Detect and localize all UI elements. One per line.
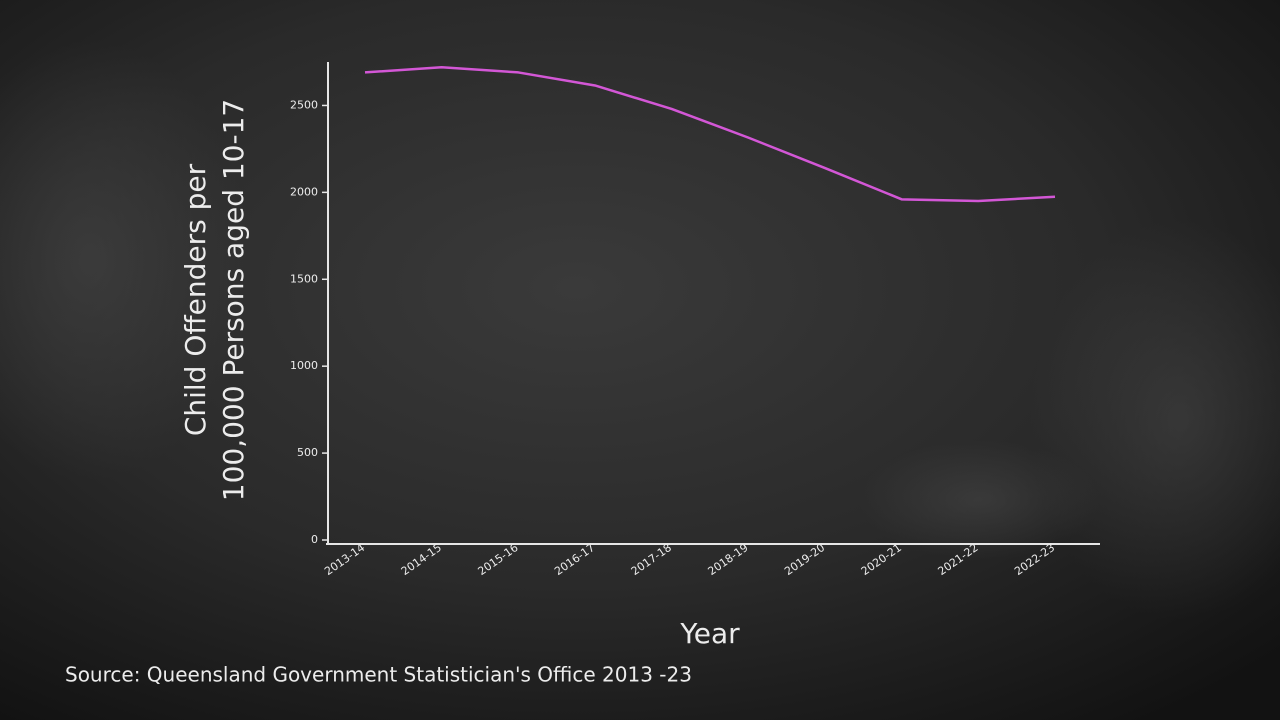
y-tick-label: 1500 — [290, 272, 318, 285]
y-axis-title: Child Offenders per 100,000 Persons aged… — [179, 99, 250, 501]
source-note: Source: Queensland Government Statistici… — [65, 663, 692, 687]
y-tick-label: 2000 — [290, 185, 318, 198]
x-axis-title: Year — [679, 617, 740, 650]
y-axis-title-line: Child Offenders per — [179, 163, 212, 436]
chalk-smudge — [0, 40, 250, 480]
y-tick-label: 0 — [311, 533, 318, 546]
chalk-smudge — [860, 440, 1100, 560]
y-tick-label: 1000 — [290, 359, 318, 372]
y-axis-title-line: 100,000 Persons aged 10-17 — [217, 99, 250, 501]
y-tick-label: 2500 — [290, 98, 318, 111]
y-tick-label: 500 — [297, 446, 318, 459]
data-line — [364, 65, 1056, 203]
